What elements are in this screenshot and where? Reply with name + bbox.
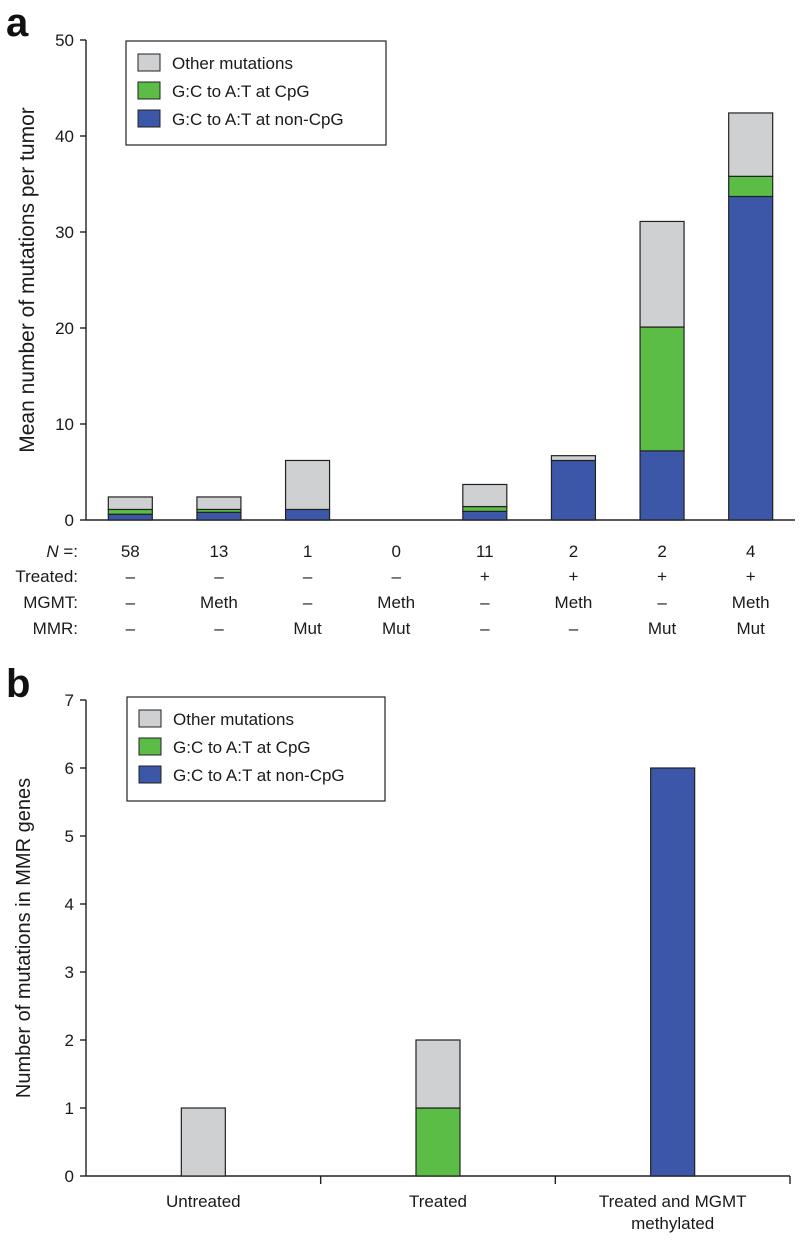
a-mgmt-value-1: – <box>126 593 136 612</box>
b-legend-label-other: Other mutations <box>173 710 294 729</box>
a-bar-5-noncpg <box>462 510 508 521</box>
a-n-value-3: 1 <box>303 542 312 561</box>
a-bar-1-noncpg <box>107 513 153 521</box>
a-treated-value-1: – <box>126 567 136 586</box>
a-treated-value-2: – <box>214 567 224 586</box>
a-treated-value-7: + <box>657 567 667 586</box>
a-bar-8-noncpg <box>728 195 774 521</box>
b-y-tick-label: 2 <box>65 1031 74 1050</box>
a-bar-2-other <box>196 496 242 511</box>
panel-a-letter: a <box>6 1 29 45</box>
a-bar-6-noncpg <box>550 459 597 521</box>
a-treated-value-3: – <box>303 567 313 586</box>
b-y-tick-label: 7 <box>65 691 74 710</box>
a-n-value-7: 2 <box>657 542 666 561</box>
a-legend-label-other: Other mutations <box>172 54 293 73</box>
b-y-tick-label: 3 <box>65 963 74 982</box>
a-legend-swatch-cpg <box>137 81 161 100</box>
a-y-tick-label: 0 <box>65 511 74 530</box>
a-mgmt-value-4: Meth <box>377 593 415 612</box>
a-row-label-treated: Treated: <box>15 567 78 586</box>
a-bar-7-cpg <box>639 326 685 452</box>
a-n-value-5: 11 <box>476 542 494 561</box>
b-y-axis-title: Number of mutations in MMR genes <box>13 778 35 1098</box>
panel-b-chart: 0 1 2 3 4 5 6 7 Number of mutations in MMR genes… <box>13 691 791 1233</box>
a-bar-3-noncpg <box>284 508 331 521</box>
b-bar-2-cpg <box>415 1107 461 1177</box>
a-mmr-value-7: Mut <box>648 619 677 638</box>
a-treated-value-6: + <box>568 567 578 586</box>
b-bar-1-other <box>180 1107 226 1177</box>
a-legend-swatch-other <box>137 53 161 72</box>
a-n-value-2: 13 <box>209 542 228 561</box>
a-mgmt-value-7: – <box>657 593 667 612</box>
a-bar-1-other <box>107 496 153 511</box>
b-legend-swatch-noncpg <box>138 765 162 784</box>
a-legend-label-cpg: G:C to A:T at CpG <box>172 82 310 101</box>
a-bar-2-noncpg <box>196 511 242 521</box>
a-treated-value-5: + <box>480 567 490 586</box>
a-y-tick-label: 50 <box>55 31 74 50</box>
b-legend-box <box>126 696 386 802</box>
a-mgmt-value-5: – <box>480 593 490 612</box>
b-y-tick-label: 4 <box>65 895 74 914</box>
a-legend-label-noncpg: G:C to A:T at non-CpG <box>172 110 344 129</box>
a-mmr-value-6: – <box>569 619 579 638</box>
b-x-category-label-3: methylated <box>631 1214 714 1233</box>
b-y-tick-label: 1 <box>65 1099 74 1118</box>
a-n-value-6: 2 <box>569 542 578 561</box>
b-legend-swatch-cpg <box>138 737 162 756</box>
a-y-tick-label: 10 <box>55 415 74 434</box>
a-mmr-value-5: – <box>480 619 490 638</box>
b-y-tick-label: 0 <box>65 1167 74 1186</box>
a-bar-3-other <box>284 459 331 511</box>
a-mgmt-value-3: – <box>303 593 313 612</box>
a-legend-swatch-noncpg <box>137 109 161 128</box>
a-mmr-value-4: Mut <box>382 619 411 638</box>
b-x-category-label-2: Treated <box>409 1192 467 1211</box>
a-bar-1-cpg <box>107 508 153 515</box>
a-mgmt-value-8: Meth <box>732 593 770 612</box>
a-row-label-mmr: MMR: <box>33 619 78 638</box>
b-x-category-label-1: Untreated <box>166 1192 241 1211</box>
b-legend-swatch-other <box>138 709 162 728</box>
a-bar-5-cpg <box>462 505 508 512</box>
b-legend-label-noncpg: G:C to A:T at non-CpG <box>173 766 345 785</box>
a-y-tick-label: 40 <box>55 127 74 146</box>
b-bar-3-noncpg <box>650 767 696 1177</box>
a-bar-7-noncpg <box>639 450 685 521</box>
a-row-label-n: N =: <box>46 542 78 561</box>
a-bar-7-other <box>639 220 685 328</box>
panel-b-letter: b <box>6 662 30 706</box>
a-mmr-value-1: – <box>126 619 136 638</box>
b-y-tick-label: 5 <box>65 827 74 846</box>
a-mgmt-value-6: Meth <box>555 593 593 612</box>
a-y-tick-label: 30 <box>55 223 74 242</box>
a-bar-5-other <box>462 483 508 508</box>
a-bar-6-other <box>550 455 597 462</box>
b-legend-label-cpg: G:C to A:T at CpG <box>173 738 311 757</box>
a-legend-box <box>125 40 387 146</box>
b-y-tick-label: 6 <box>65 759 74 778</box>
a-y-tick-label: 20 <box>55 319 74 338</box>
b-bar-2-other <box>415 1039 461 1109</box>
a-mmr-value-3: Mut <box>293 619 322 638</box>
a-mmr-value-8: Mut <box>737 619 766 638</box>
b-x-category-label-3: Treated and MGMT <box>599 1192 747 1211</box>
a-mmr-value-2: – <box>214 619 224 638</box>
a-treated-value-4: – <box>391 567 401 586</box>
a-y-axis-title: Mean number of mutations per tumor <box>16 107 39 453</box>
a-treated-value-8: + <box>746 567 756 586</box>
a-n-value-4: 0 <box>391 542 400 561</box>
a-n-value-1: 58 <box>121 542 140 561</box>
a-bar-8-cpg <box>728 175 774 198</box>
a-row-label-mgmt: MGMT: <box>23 593 78 612</box>
a-n-value-8: 4 <box>746 542 755 561</box>
a-bar-8-other <box>728 112 774 177</box>
a-mgmt-value-2: Meth <box>200 593 238 612</box>
